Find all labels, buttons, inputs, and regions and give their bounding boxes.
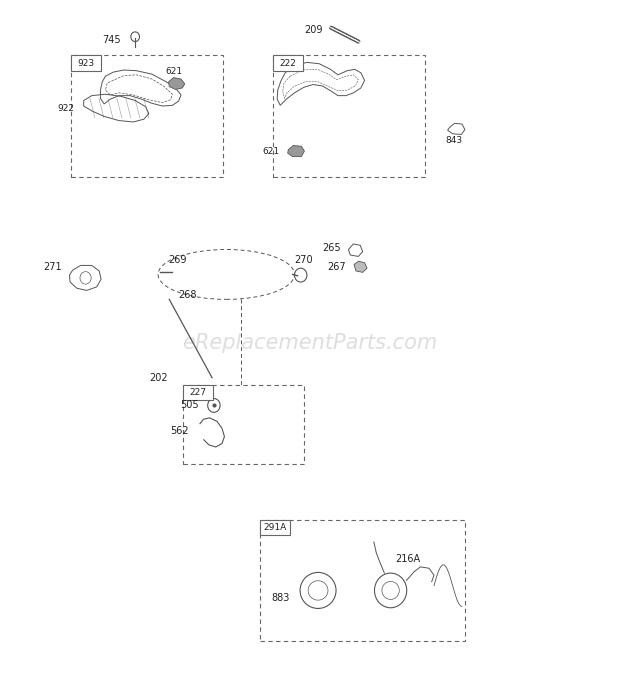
Text: 269: 269 xyxy=(169,255,187,265)
Polygon shape xyxy=(288,146,304,157)
Polygon shape xyxy=(169,78,185,89)
Text: 843: 843 xyxy=(445,136,463,145)
Text: 562: 562 xyxy=(170,426,189,436)
Text: 267: 267 xyxy=(327,262,346,272)
Bar xyxy=(273,55,303,71)
Text: 227: 227 xyxy=(189,388,206,396)
Text: 922: 922 xyxy=(58,104,74,112)
Text: 621: 621 xyxy=(166,67,183,76)
Text: 209: 209 xyxy=(304,26,322,35)
Text: 505: 505 xyxy=(180,401,198,410)
Text: 291A: 291A xyxy=(264,523,287,532)
Bar xyxy=(183,385,304,464)
Text: 745: 745 xyxy=(102,35,121,44)
Bar xyxy=(71,55,101,71)
Text: 271: 271 xyxy=(43,262,62,272)
Bar xyxy=(273,55,425,177)
Bar xyxy=(71,55,223,177)
Polygon shape xyxy=(354,261,367,272)
Bar xyxy=(260,520,290,535)
Text: 621: 621 xyxy=(262,147,280,155)
Bar xyxy=(260,520,465,641)
Text: 265: 265 xyxy=(322,243,341,253)
Bar xyxy=(183,385,213,400)
Text: 923: 923 xyxy=(78,59,95,67)
Text: 268: 268 xyxy=(179,290,197,300)
Text: 270: 270 xyxy=(294,255,312,265)
Text: 883: 883 xyxy=(272,593,290,603)
Text: 216A: 216A xyxy=(396,554,421,564)
Text: 222: 222 xyxy=(279,59,296,67)
Text: 202: 202 xyxy=(149,373,167,383)
Text: eReplacementParts.com: eReplacementParts.com xyxy=(182,333,438,353)
